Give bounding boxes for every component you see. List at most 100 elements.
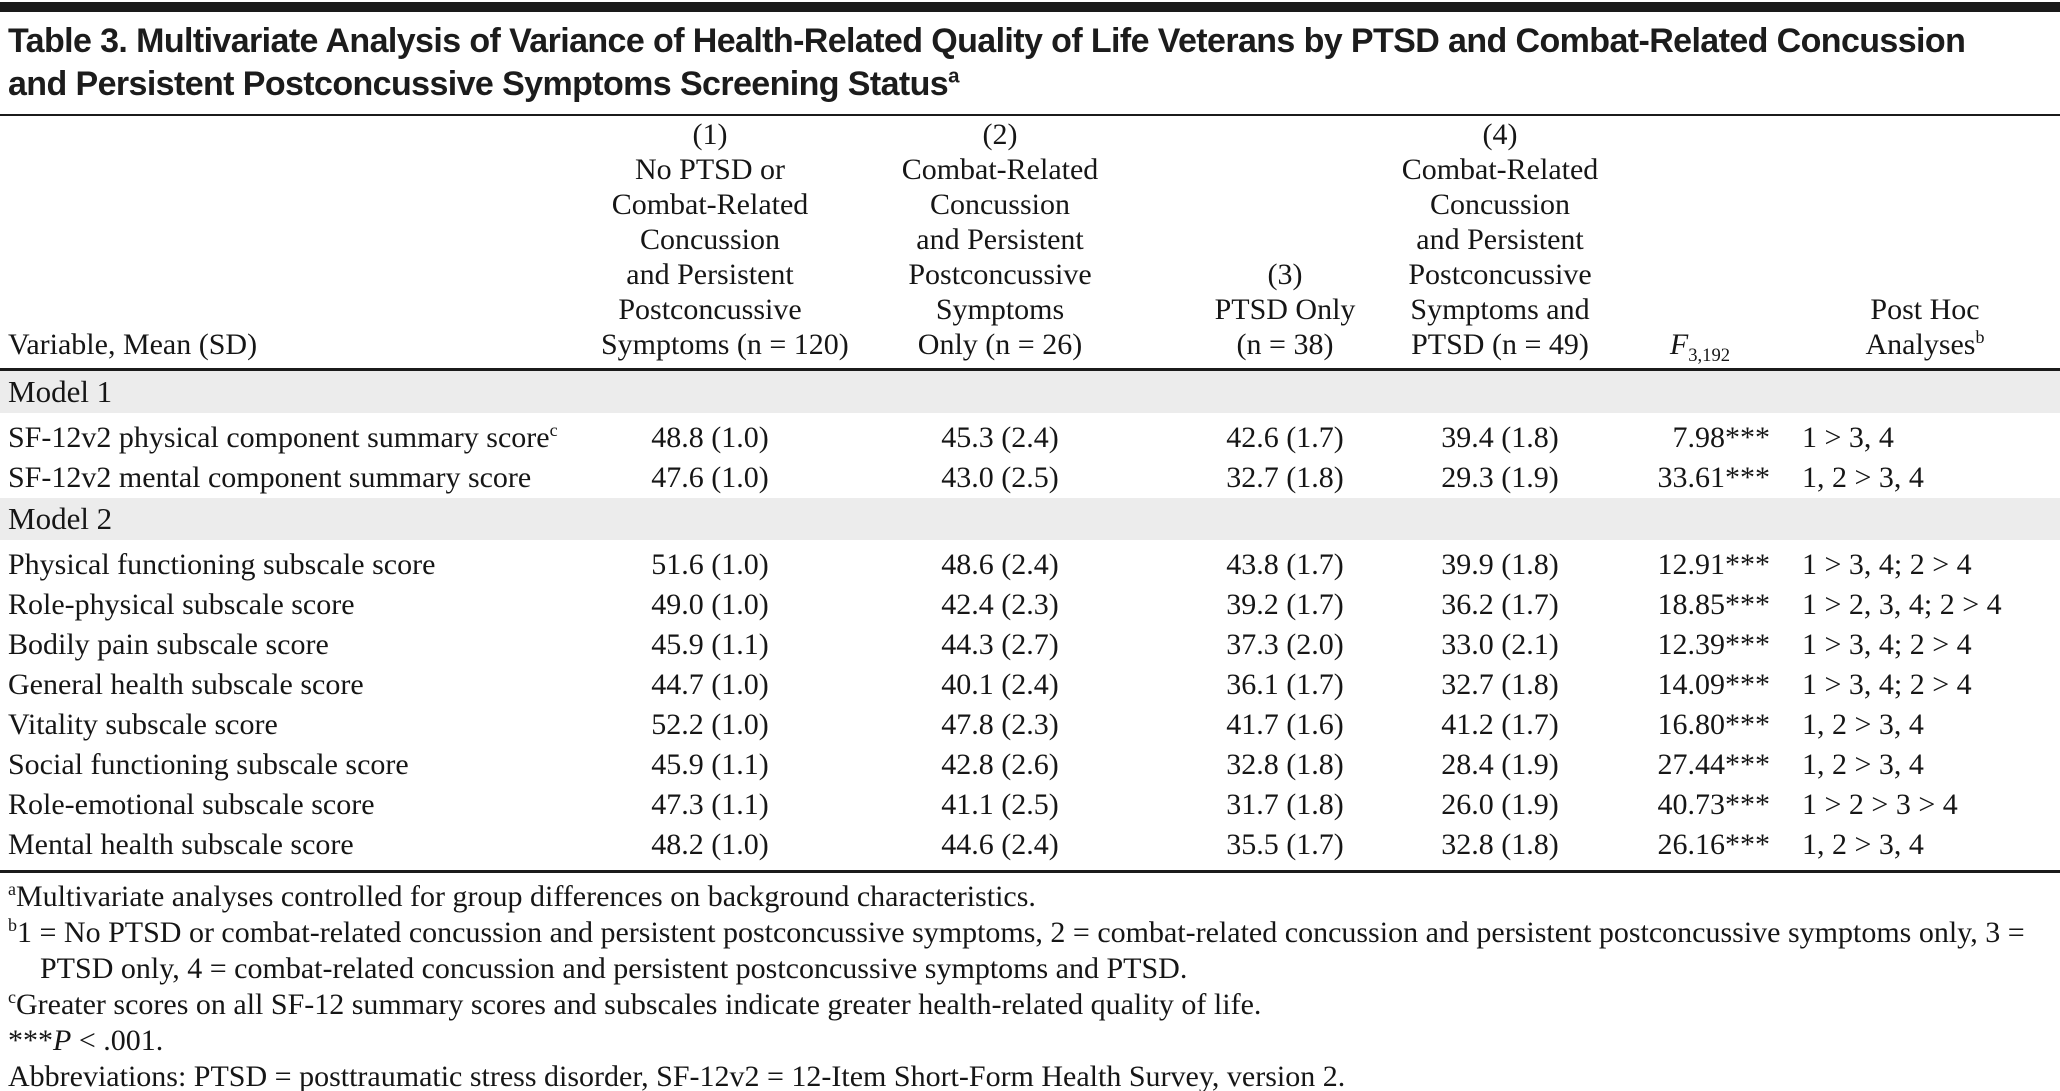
table-row: General health subscale score 44.7 (1.0)… bbox=[0, 665, 2060, 705]
variable-label: Social functioning subscale score bbox=[8, 748, 409, 781]
posthoc-cell: 1 > 3, 4; 2 > 4 bbox=[1802, 548, 1972, 581]
f-statistic-column-header: F3,192 bbox=[1610, 116, 1790, 371]
f-value: 12.39 bbox=[1657, 628, 1726, 661]
header-line: Combat-Related bbox=[901, 153, 1099, 186]
section-header-row-model-2: Model 2 bbox=[0, 498, 2060, 540]
footnote-c-marker: c bbox=[8, 987, 16, 1007]
posthoc-cell: 1 > 2, 3, 4; 2 > 4 bbox=[1802, 588, 2002, 621]
variable-label: SF-12v2 physical component summary score bbox=[8, 421, 550, 454]
f-value: 26.16 bbox=[1657, 828, 1726, 861]
footnote-a-text: Multivariate analyses controlled for gro… bbox=[16, 880, 1036, 913]
table-row: Role-physical subscale score 49.0 (1.0) … bbox=[0, 585, 2060, 625]
mean-sd-cell: 41.1 (2.5) bbox=[941, 788, 1059, 821]
f-value-cell: 12.91*** bbox=[1610, 540, 1790, 585]
mean-sd-cell: 45.9 (1.1) bbox=[651, 628, 769, 661]
header-line: Concussion bbox=[1429, 188, 1570, 221]
header-line: Symptoms bbox=[935, 293, 1065, 326]
variable-cell: Social functioning subscale score bbox=[0, 745, 600, 785]
f-value-cell: 12.39*** bbox=[1610, 625, 1790, 665]
posthoc-footnote-marker: b bbox=[1975, 327, 1985, 347]
f-value: 12.91 bbox=[1657, 548, 1726, 581]
header-line: Postconcussive bbox=[1408, 258, 1592, 291]
mean-sd-cell: 48.2 (1.0) bbox=[651, 828, 769, 861]
mean-sd-cell: 41.2 (1.7) bbox=[1441, 708, 1559, 741]
mean-sd-cell: 44.6 (2.4) bbox=[941, 828, 1059, 861]
manova-results-table: Variable, Mean (SD) (1) No PTSD or Combat-… bbox=[0, 116, 2060, 873]
significance-stars: *** bbox=[1725, 588, 1770, 621]
mean-sd-cell: 32.8 (1.8) bbox=[1441, 828, 1559, 861]
f-value-cell: 40.73*** bbox=[1610, 785, 1790, 825]
significance-stars: *** bbox=[1725, 788, 1770, 821]
f-value-cell: 18.85*** bbox=[1610, 585, 1790, 625]
top-rule bbox=[0, 2, 2060, 12]
mean-sd-cell: 32.7 (1.8) bbox=[1226, 461, 1344, 494]
variable-label: Mental health subscale score bbox=[8, 828, 354, 861]
table-row: Mental health subscale score 48.2 (1.0) … bbox=[0, 825, 2060, 872]
mean-sd-cell: 40.1 (2.4) bbox=[941, 668, 1059, 701]
table-row: Role-emotional subscale score 47.3 (1.1)… bbox=[0, 785, 2060, 825]
posthoc-cell: 1, 2 > 3, 4 bbox=[1802, 748, 1924, 781]
mean-sd-cell: 48.6 (2.4) bbox=[941, 548, 1059, 581]
significance-stars: *** bbox=[1725, 668, 1770, 701]
mean-sd-cell: 44.3 (2.7) bbox=[941, 628, 1059, 661]
header-line: (3) bbox=[1267, 258, 1303, 291]
posthoc-header-line-1: Post Hoc bbox=[1870, 293, 1980, 326]
abbreviations-text: Abbreviations: PTSD = posttraumatic stre… bbox=[8, 1060, 1346, 1091]
title-footnote-marker: a bbox=[948, 65, 959, 88]
significance-stars: *** bbox=[1725, 748, 1770, 781]
group4-column-header: (4) Combat-Related Concussion and Persisten… bbox=[1390, 116, 1610, 371]
section-header-row-model-1: Model 1 bbox=[0, 369, 2060, 413]
significance-stars: *** bbox=[1725, 461, 1770, 494]
table-title: Table 3. Multivariate Analysis of Varian… bbox=[0, 12, 2060, 114]
header-line: Postconcussive bbox=[908, 258, 1092, 291]
f-value-cell: 27.44*** bbox=[1610, 745, 1790, 785]
variable-cell: SF-12v2 physical component summary score… bbox=[0, 413, 600, 458]
posthoc-header-line-2: Analysesb bbox=[1791, 327, 2059, 362]
footnote-a: aMultivariate analyses controlled for gr… bbox=[8, 879, 2052, 915]
variable-label: General health subscale score bbox=[8, 668, 364, 701]
f-value-cell: 14.09*** bbox=[1610, 665, 1790, 705]
variable-label: Bodily pain subscale score bbox=[8, 628, 329, 661]
variable-footnote-marker: c bbox=[549, 420, 558, 440]
p-symbol: P bbox=[53, 1024, 72, 1057]
header-line: (2) bbox=[982, 118, 1018, 151]
significance-stars: *** bbox=[1725, 548, 1770, 581]
footnote-b-marker: b bbox=[8, 915, 17, 935]
header-line: Postconcussive bbox=[618, 293, 802, 326]
title-line-2: and Persistent Postconcussive Symptoms S… bbox=[8, 63, 2052, 106]
variable-cell: Vitality subscale score bbox=[0, 705, 600, 745]
f-value: 7.98 bbox=[1672, 421, 1726, 454]
f-value: 18.85 bbox=[1657, 588, 1726, 621]
footnote-b-text: 1 = No PTSD or combat-related concussion… bbox=[17, 916, 2025, 985]
header-line: (4) bbox=[1482, 118, 1518, 151]
section-label: Model 1 bbox=[0, 369, 2060, 413]
mean-sd-cell: 42.8 (2.6) bbox=[941, 748, 1059, 781]
f-value: 14.09 bbox=[1657, 668, 1726, 701]
group2-column-header: (2) Combat-Related Concussion and Persisten… bbox=[820, 116, 1180, 371]
header-line: Symptoms (n = 120) bbox=[601, 328, 849, 361]
table-row: Physical functioning subscale score 51.6… bbox=[0, 540, 2060, 585]
mean-sd-cell: 48.8 (1.0) bbox=[651, 421, 769, 454]
mean-sd-cell: 52.2 (1.0) bbox=[651, 708, 769, 741]
footnote-c-text: Greater scores on all SF-12 summary scor… bbox=[16, 988, 1262, 1021]
variable-column-header: Variable, Mean (SD) bbox=[0, 116, 600, 371]
mean-sd-cell: 47.3 (1.1) bbox=[651, 788, 769, 821]
mean-sd-cell: 28.4 (1.9) bbox=[1441, 748, 1559, 781]
f-degrees-of-freedom: 3,192 bbox=[1688, 345, 1731, 366]
mean-sd-cell: 37.3 (2.0) bbox=[1226, 628, 1344, 661]
header-line: Symptoms and bbox=[1410, 293, 1590, 326]
footnotes: aMultivariate analyses controlled for gr… bbox=[0, 873, 2060, 1091]
header-line: Concussion bbox=[929, 188, 1070, 221]
mean-sd-cell: 43.0 (2.5) bbox=[941, 461, 1059, 494]
title-line-1: Table 3. Multivariate Analysis of Varian… bbox=[8, 22, 1966, 60]
posthoc-cell: 1 > 3, 4; 2 > 4 bbox=[1802, 668, 1972, 701]
header-line: (n = 38) bbox=[1236, 328, 1334, 361]
group3-column-header: (3) PTSD Only (n = 38) bbox=[1180, 116, 1390, 371]
footnote-b: b1 = No PTSD or combat-related concussio… bbox=[8, 915, 2052, 987]
table-row: Vitality subscale score 52.2 (1.0) 47.8 … bbox=[0, 705, 2060, 745]
posthoc-header-text: Analyses bbox=[1865, 328, 1976, 361]
variable-cell: SF-12v2 mental component summary score bbox=[0, 458, 600, 498]
f-value: 40.73 bbox=[1657, 788, 1726, 821]
variable-label: Physical functioning subscale score bbox=[8, 548, 436, 581]
